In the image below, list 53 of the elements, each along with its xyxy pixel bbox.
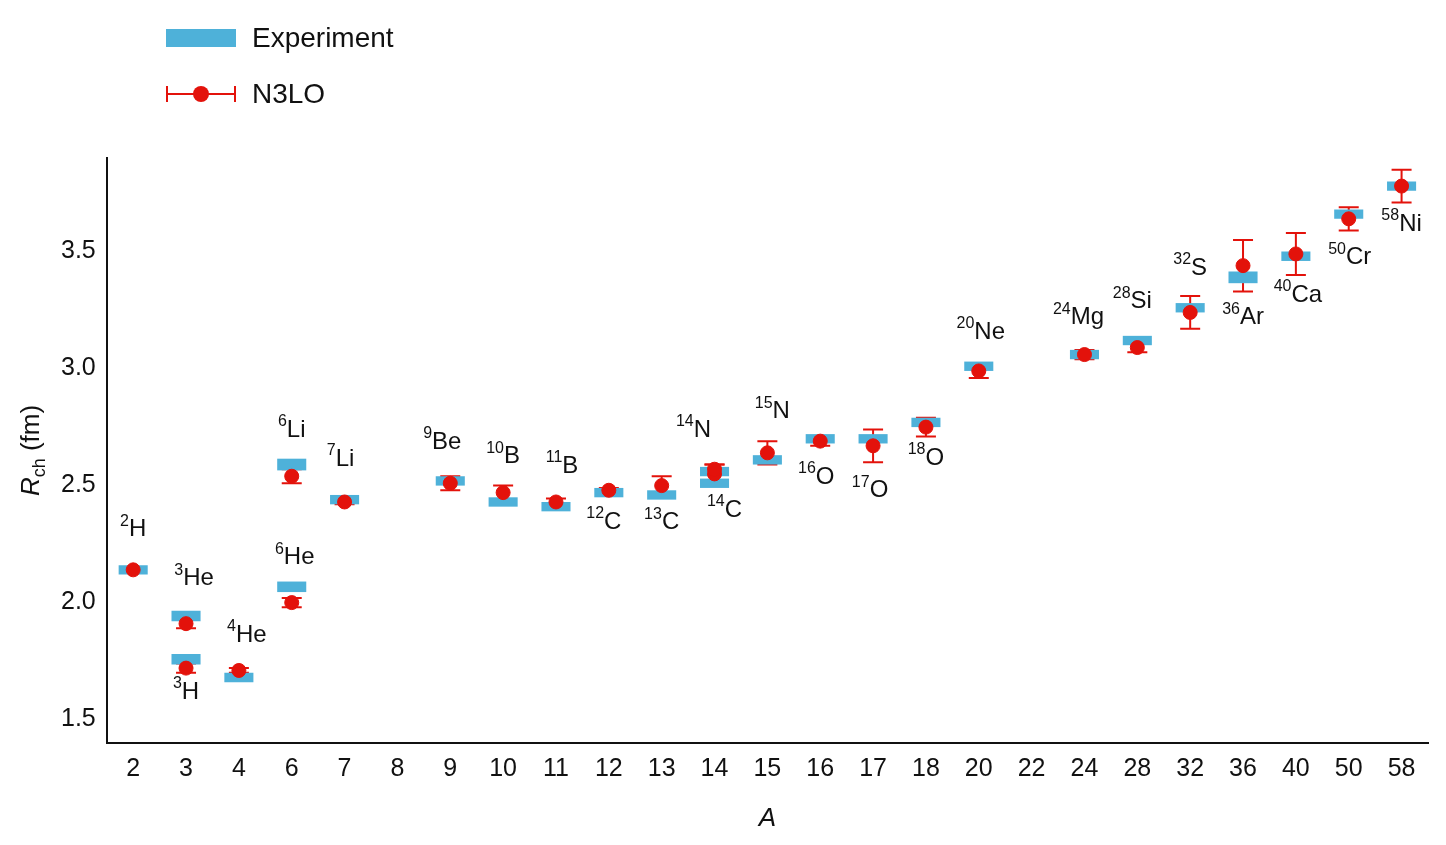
- point: [178, 660, 194, 676]
- point: [1288, 246, 1304, 262]
- y-tick-label: 3.5: [60, 235, 96, 264]
- x-tick-label: 6: [284, 752, 299, 781]
- point: [1182, 304, 1198, 320]
- x-tick-label: 9: [443, 752, 458, 781]
- x-tick-label: 20: [964, 752, 993, 781]
- x-tick-label: 24: [1070, 752, 1099, 781]
- bar: [277, 581, 307, 593]
- point: [125, 562, 141, 578]
- x-tick-label: 16: [806, 752, 835, 781]
- point: [178, 616, 194, 632]
- point: [231, 662, 247, 678]
- point: [759, 445, 775, 461]
- point: [284, 595, 300, 611]
- x-tick-label: 7: [337, 752, 352, 781]
- y-tick-label: 3.0: [60, 352, 96, 381]
- point: [601, 482, 617, 498]
- x-tick-label: 12: [594, 752, 623, 781]
- point: [1235, 258, 1251, 274]
- x-tick-label: 3: [179, 752, 193, 781]
- x-tick-label: 36: [1229, 752, 1257, 781]
- y-tick-label: 1.5: [60, 703, 96, 732]
- x-tick-label: 40: [1281, 752, 1310, 781]
- point: [1129, 340, 1145, 356]
- legend-label: N3LO: [252, 78, 326, 110]
- y-axis-title: Rch (fm): [15, 404, 49, 497]
- x-tick-label: 22: [1017, 752, 1046, 781]
- point: [812, 433, 828, 449]
- x-tick-label: 28: [1123, 752, 1152, 781]
- y-tick-label: 2.5: [60, 469, 96, 498]
- point: [865, 438, 881, 454]
- x-tick-label: 10: [489, 752, 518, 781]
- x-tick-label: 32: [1176, 752, 1205, 781]
- legend-label: Experiment: [252, 22, 394, 54]
- point: [1394, 178, 1410, 194]
- x-tick-label: 13: [647, 752, 676, 781]
- point: [337, 494, 353, 510]
- x-axis-title: A: [756, 802, 777, 833]
- x-tick-label: 8: [390, 752, 405, 781]
- point: [1341, 211, 1357, 227]
- x-tick-label: 2: [126, 752, 141, 781]
- x-tick-label: 50: [1334, 752, 1363, 781]
- x-tick-label: 14: [700, 752, 729, 781]
- point: [1076, 347, 1092, 363]
- x-tick-label: 18: [912, 752, 940, 781]
- x-tick-label: 15: [753, 752, 782, 781]
- bar: [1228, 271, 1258, 284]
- x-tick-label: 4: [231, 752, 246, 781]
- y-tick-label: 2.0: [60, 586, 96, 615]
- x-tick-label: 17: [859, 752, 887, 781]
- x-tick-label: 11: [543, 752, 569, 781]
- x-tick-label: 58: [1387, 752, 1416, 781]
